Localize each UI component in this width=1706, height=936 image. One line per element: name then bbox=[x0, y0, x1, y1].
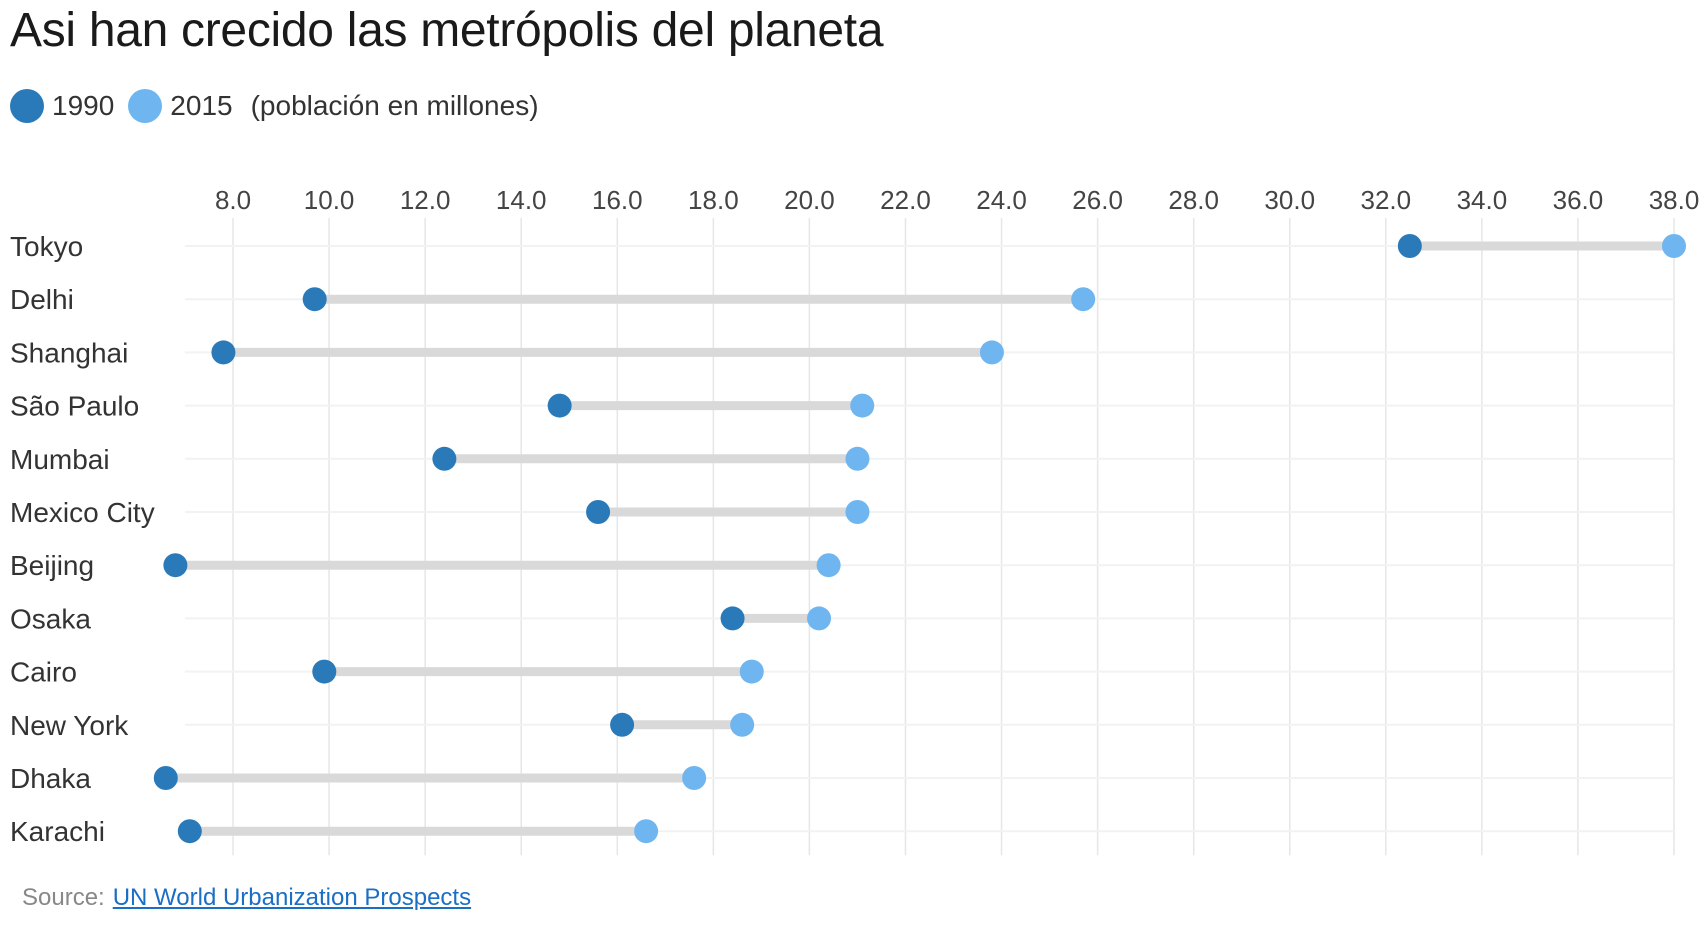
point-2015 bbox=[807, 606, 832, 631]
point-1990 bbox=[302, 287, 327, 312]
point-2015 bbox=[850, 393, 875, 418]
point-1990 bbox=[1397, 234, 1422, 258]
category-label: Delhi bbox=[10, 284, 74, 315]
x-tick-label-8: 24.0 bbox=[976, 185, 1027, 215]
x-tick-label-7: 22.0 bbox=[880, 185, 931, 215]
source-link[interactable]: UN World Urbanization Prospects bbox=[112, 884, 472, 911]
point-1990 bbox=[153, 766, 178, 790]
point-1990 bbox=[432, 446, 457, 471]
x-tick-label-11: 30.0 bbox=[1264, 185, 1315, 215]
x-tick-label-13: 34.0 bbox=[1457, 185, 1508, 215]
category-label: Dhaka bbox=[10, 763, 91, 794]
x-tick-label-10: 28.0 bbox=[1168, 185, 1219, 215]
dumbbell-chart: 8.0 10.0 12.0 14.0 16.0 18.0 20.0 22.0 24.0 26.0 2… bbox=[10, 185, 1700, 856]
x-tick-label-12: 32.0 bbox=[1361, 185, 1412, 215]
x-tick-label-6: 20.0 bbox=[784, 185, 835, 215]
category-label: Mexico City bbox=[10, 497, 155, 528]
x-tick-label-5: 18.0 bbox=[688, 185, 739, 215]
legend-unit: (población en millones) bbox=[250, 90, 539, 121]
source-prefix: Source: bbox=[22, 884, 105, 911]
category-label: Cairo bbox=[10, 657, 77, 688]
x-tick-label-15: 38.0 bbox=[1649, 185, 1700, 215]
point-2015 bbox=[739, 659, 764, 684]
legend-label-1990: 1990 bbox=[52, 90, 115, 121]
legend-swatch-1990 bbox=[10, 89, 44, 123]
point-2015 bbox=[634, 819, 659, 844]
category-label: Tokyo bbox=[10, 231, 83, 262]
legend-swatch-2015 bbox=[128, 89, 163, 123]
category-label: Osaka bbox=[10, 603, 91, 634]
chart-title: Asi han crecido las metrópolis del plane… bbox=[10, 4, 884, 57]
source-note: Source: UN World Urbanization Prospects bbox=[22, 884, 471, 912]
point-1990 bbox=[586, 500, 611, 524]
x-tick-label-4: 16.0 bbox=[592, 185, 643, 215]
point-2015 bbox=[1662, 234, 1686, 258]
point-1990 bbox=[211, 340, 236, 365]
category-label: Mumbai bbox=[10, 444, 110, 475]
point-1990 bbox=[610, 712, 635, 737]
category-label: São Paulo bbox=[10, 391, 139, 422]
x-tick-label-14: 36.0 bbox=[1553, 185, 1604, 215]
point-1990 bbox=[312, 659, 337, 684]
point-2015 bbox=[845, 500, 870, 524]
point-1990 bbox=[177, 819, 202, 844]
legend: 1990 2015 (población en millones) bbox=[10, 88, 539, 124]
point-2015 bbox=[816, 553, 841, 578]
point-2015 bbox=[682, 766, 707, 790]
x-tick-label-0: 8.0 bbox=[215, 185, 251, 215]
point-2015 bbox=[979, 340, 1004, 365]
legend-label-2015: 2015 bbox=[170, 90, 233, 121]
category-label: Shanghai bbox=[10, 337, 128, 368]
category-label: Karachi bbox=[10, 816, 105, 847]
point-1990 bbox=[720, 606, 745, 631]
point-1990 bbox=[547, 393, 572, 418]
x-tick-label-2: 12.0 bbox=[400, 185, 451, 215]
x-tick-label-9: 26.0 bbox=[1072, 185, 1123, 215]
legend-item-1990: 1990 bbox=[10, 89, 114, 123]
x-tick-label-3: 14.0 bbox=[496, 185, 547, 215]
point-2015 bbox=[730, 712, 755, 737]
category-label: Beijing bbox=[10, 550, 94, 581]
legend-item-2015: 2015 bbox=[128, 89, 233, 123]
point-2015 bbox=[845, 446, 870, 471]
x-tick-label-1: 10.0 bbox=[304, 185, 355, 215]
category-label: New York bbox=[10, 710, 129, 741]
point-2015 bbox=[1071, 287, 1096, 312]
point-1990 bbox=[163, 553, 188, 578]
